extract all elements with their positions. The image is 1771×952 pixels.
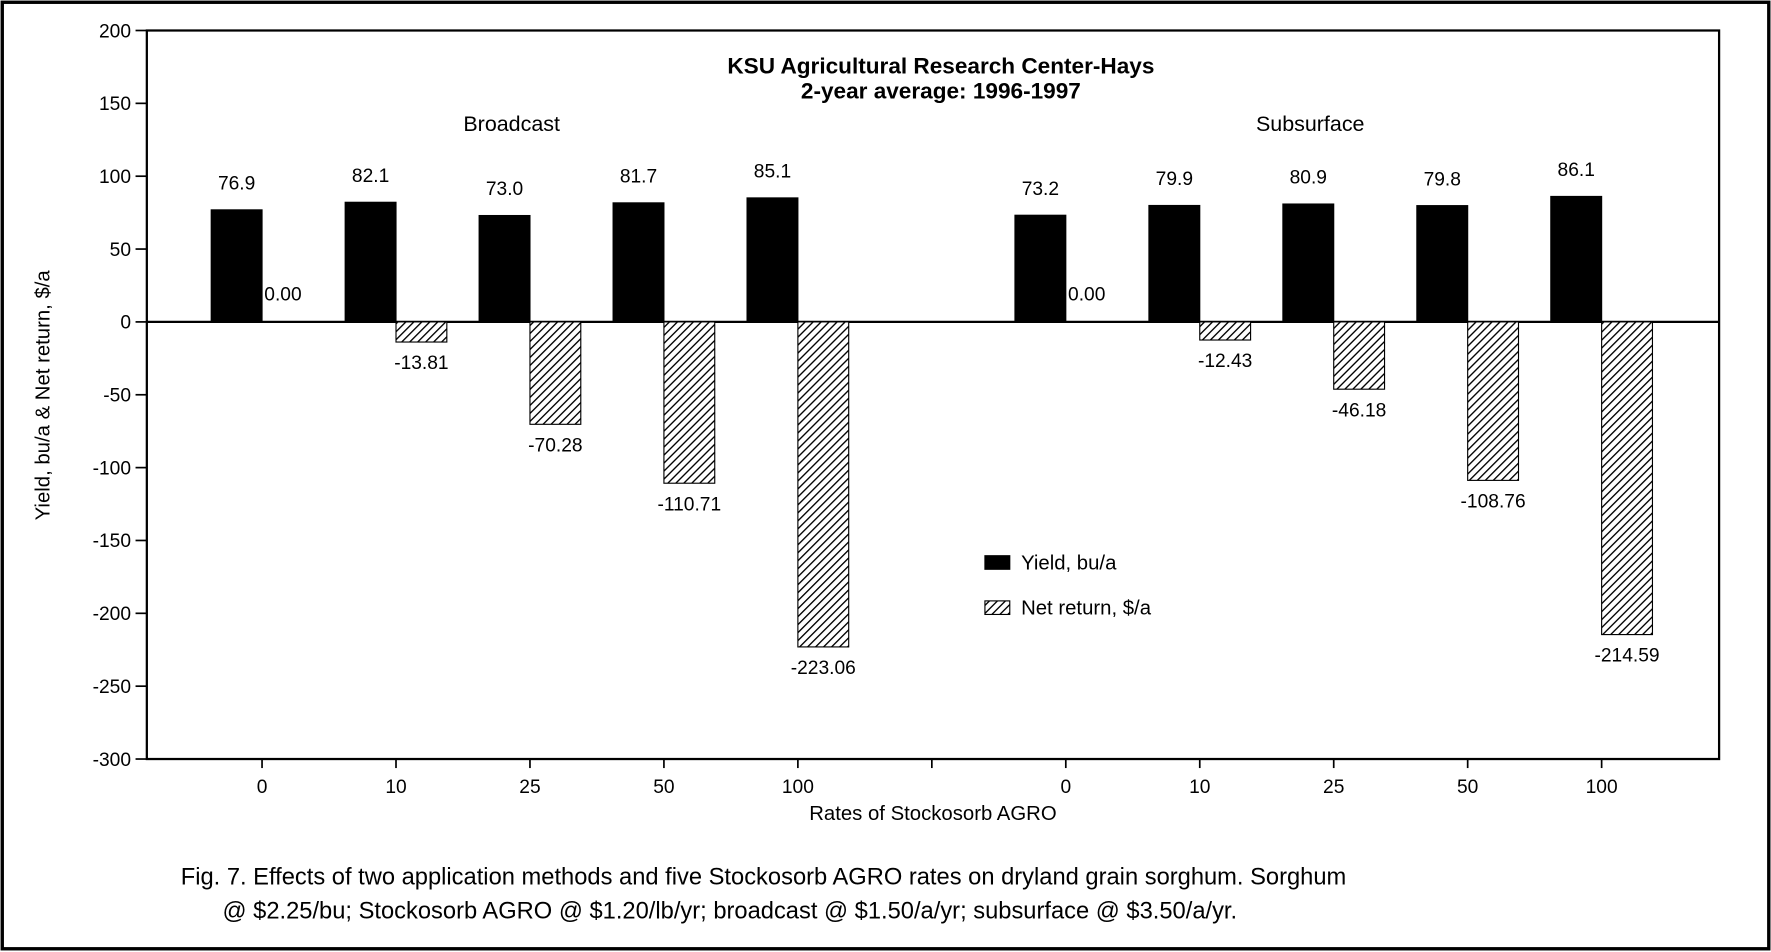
value-label: -214.59	[1595, 646, 1660, 667]
group-label: Broadcast	[463, 112, 560, 136]
chart-title: 2-year average: 1996-1997	[801, 78, 1081, 103]
value-label: -46.18	[1332, 400, 1386, 421]
bar	[1014, 214, 1067, 323]
y-tick-label: 150	[99, 94, 131, 115]
value-label: 0.00	[1068, 284, 1105, 305]
bar	[746, 197, 799, 323]
y-axis-label: Yield, bu/a & Net return, $/a	[33, 270, 55, 521]
bar	[1467, 321, 1520, 481]
value-label: -110.71	[658, 494, 722, 515]
value-label: -108.76	[1461, 491, 1526, 512]
y-tick-label: -200	[93, 604, 131, 625]
value-label: 76.9	[218, 174, 255, 195]
chart-title: KSU Agricultural Research Center-Hays	[727, 53, 1154, 78]
x-axis-label: Rates of Stockosorb AGRO	[809, 803, 1056, 825]
caption: Fig. 7. Effects of two application metho…	[181, 864, 1347, 890]
value-label: 79.8	[1424, 169, 1461, 190]
caption: @ $2.25/bu; Stockosorb AGRO @ $1.20/lb/y…	[223, 898, 1238, 924]
y-tick-label: 100	[99, 167, 131, 188]
value-label: 85.1	[754, 162, 791, 183]
bar	[797, 321, 850, 648]
bar	[1199, 321, 1252, 341]
bar	[663, 321, 716, 484]
bar	[344, 201, 397, 323]
bar	[395, 321, 448, 343]
value-label: 0.00	[264, 284, 301, 305]
bar	[1601, 321, 1654, 636]
value-label: 73.2	[1022, 179, 1059, 200]
value-label: -12.43	[1198, 351, 1252, 372]
x-tick-label: 25	[519, 777, 540, 798]
x-tick-label: 100	[782, 777, 814, 798]
y-tick-label: 200	[99, 21, 131, 42]
value-label: 82.1	[352, 166, 389, 187]
bar	[478, 214, 531, 323]
legend-swatch	[984, 555, 1011, 570]
bar	[612, 202, 665, 323]
legend-label: Yield, bu/a	[1021, 552, 1117, 574]
x-tick-label: 10	[385, 777, 406, 798]
y-tick-label: 50	[110, 240, 131, 261]
y-tick-label: -50	[103, 386, 131, 407]
group-label: Subsurface	[1256, 112, 1365, 136]
bar	[1148, 204, 1201, 323]
x-tick-label: 0	[257, 777, 268, 798]
bar	[529, 321, 582, 425]
x-tick-label: 10	[1189, 777, 1210, 798]
x-tick-label: 100	[1586, 777, 1618, 798]
x-tick-label: 0	[1060, 777, 1071, 798]
value-label: 73.0	[486, 179, 523, 200]
bar	[1282, 203, 1335, 323]
value-label: 86.1	[1558, 160, 1595, 181]
value-label: 80.9	[1290, 168, 1327, 189]
legend-label: Net return, $/a	[1021, 597, 1152, 619]
x-tick-label: 25	[1323, 777, 1344, 798]
value-label: -70.28	[528, 435, 582, 456]
bar	[1550, 195, 1603, 323]
bar	[1333, 321, 1386, 390]
y-tick-label: 0	[120, 313, 131, 334]
value-label: 81.7	[620, 167, 657, 188]
legend-swatch	[984, 600, 1011, 616]
y-tick-label: -250	[93, 677, 131, 698]
value-label: -223.06	[791, 658, 856, 679]
y-tick-label: -150	[93, 531, 131, 552]
bar	[1416, 205, 1469, 323]
y-tick-label: -300	[93, 750, 131, 771]
x-tick-label: 50	[653, 777, 674, 798]
bar	[210, 209, 263, 323]
value-label: -13.81	[394, 353, 448, 374]
y-tick-label: -100	[93, 458, 131, 479]
value-label: 79.9	[1156, 169, 1193, 190]
x-tick-label: 50	[1457, 777, 1478, 798]
